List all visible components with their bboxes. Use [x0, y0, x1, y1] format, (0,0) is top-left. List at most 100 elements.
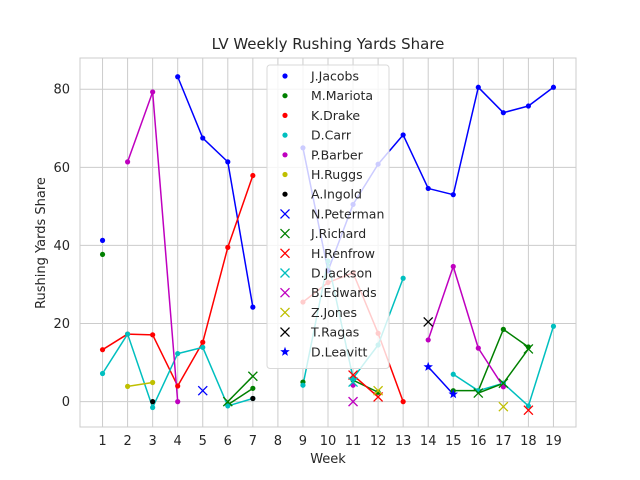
legend-marker-d-carr — [282, 132, 288, 138]
data-point-h-ruggs — [150, 379, 156, 386]
legend-label-d-carr: D.Carr — [311, 128, 352, 143]
data-point-j-jacobs — [500, 110, 506, 116]
series-line-k-drake — [151, 334, 179, 387]
y-tick-label: 60 — [53, 161, 70, 176]
data-point-k-drake — [225, 244, 231, 250]
data-point-j-jacobs — [175, 74, 181, 80]
data-point-j-jacobs — [225, 159, 231, 165]
data-point-j-richard — [222, 396, 233, 407]
data-point-m-mariota — [500, 326, 506, 332]
x-tick-label: 11 — [345, 434, 362, 449]
x-tick-label: 2 — [123, 434, 131, 449]
data-point-z-jones — [373, 385, 384, 396]
data-point-p-barber — [175, 399, 181, 405]
legend-label-n-peterman: N.Peterman — [311, 206, 384, 221]
data-point-d-carr — [150, 404, 156, 411]
x-tick-label: 13 — [395, 434, 412, 449]
data-point-p-barber — [425, 337, 431, 343]
data-point-p-barber — [124, 159, 131, 165]
data-point-d-carr — [550, 323, 557, 329]
x-tick-label: 3 — [149, 434, 157, 449]
series-lines — [101, 75, 555, 409]
series-line-p-barber — [452, 265, 480, 349]
data-point-p-barber — [450, 263, 456, 270]
x-tick-label: 6 — [224, 434, 232, 449]
legend-marker-b-edwards — [280, 287, 290, 298]
data-point-j-jacobs — [475, 84, 481, 90]
series-line-d-carr — [176, 346, 204, 355]
series-line-j-jacobs — [402, 134, 429, 190]
data-point-n-peterman — [197, 385, 208, 396]
data-point-j-jacobs — [200, 135, 206, 141]
data-point-m-mariota — [99, 251, 106, 258]
series-line-j-richard — [502, 348, 530, 385]
legend-marker-k-drake — [282, 112, 288, 118]
series-line-p-barber — [151, 91, 179, 403]
data-point-d-carr — [225, 403, 231, 409]
data-point-d-carr — [300, 382, 306, 388]
data-point-h-renfrow — [348, 370, 359, 381]
data-point-d-carr — [450, 371, 456, 377]
data-point-d-carr — [99, 370, 106, 377]
legend-marker-j-richard — [280, 228, 290, 239]
series-line-j-jacobs — [227, 161, 254, 308]
x-axis-label: Week — [310, 452, 346, 467]
y-tick-label: 20 — [53, 317, 70, 332]
series-line-p-barber — [427, 265, 455, 341]
data-point-d-leavitt — [423, 361, 433, 371]
legend-label-t-ragas: T.Ragas — [310, 325, 359, 340]
series-line-j-richard — [477, 382, 505, 394]
data-point-d-carr — [200, 344, 206, 350]
x-tick-label: 5 — [199, 434, 207, 449]
legend-label-k-drake: K.Drake — [311, 108, 360, 123]
data-point-d-carr — [525, 403, 532, 409]
series-line-j-jacobs — [201, 137, 229, 163]
data-point-d-carr — [124, 331, 131, 337]
series-line-m-mariota — [477, 328, 505, 392]
series-line-d-leavitt — [427, 366, 455, 395]
y-axis-label: Rushing Yards Share — [34, 177, 49, 309]
legend-marker-d-leavitt — [280, 346, 290, 356]
legend-marker-h-renfrow — [280, 248, 290, 259]
legend-marker-d-jackson — [280, 268, 290, 278]
series-line-d-carr — [126, 333, 154, 409]
data-point-m-mariota — [250, 385, 256, 391]
legend-marker-z-jones — [280, 307, 290, 318]
legend-label-h-renfrow: H.Renfrow — [311, 246, 375, 261]
series-line-p-barber — [126, 91, 154, 163]
x-tick-label: 12 — [370, 434, 387, 449]
legend-box — [266, 64, 390, 369]
series-line-d-carr — [527, 325, 555, 407]
y-tick-label: 80 — [53, 83, 70, 98]
legend: J.Jacobs M.Mariota K.Drake D.Carr P.Barber H.… — [266, 64, 390, 369]
series-line-k-drake — [227, 174, 254, 249]
x-tick-label: 9 — [299, 434, 307, 449]
series-line-j-jacobs — [477, 86, 505, 114]
legend-label-z-jones: Z.Jones — [311, 305, 357, 320]
data-point-j-richard — [247, 371, 258, 382]
x-tick-label: 17 — [495, 434, 512, 449]
data-point-j-jacobs — [400, 132, 406, 138]
series-line-m-mariota — [227, 387, 254, 406]
series-line-d-carr — [452, 373, 480, 392]
series-line-j-jacobs — [176, 75, 204, 139]
data-point-h-ruggs — [124, 383, 131, 389]
series-line-d-carr — [151, 352, 179, 409]
data-point-k-drake — [99, 347, 106, 353]
x-tick-label: 8 — [274, 434, 282, 449]
series-line-d-carr — [227, 397, 254, 407]
x-tick-label: 19 — [545, 434, 562, 449]
series-line-k-drake — [201, 246, 229, 344]
chart-title: LV Weekly Rushing Yards Share — [212, 35, 445, 53]
legend-label-d-leavitt: D.Leavitt — [311, 344, 367, 359]
x-tick-label: 15 — [445, 434, 462, 449]
data-point-m-mariota — [375, 389, 381, 395]
data-point-k-drake — [150, 332, 156, 338]
legend-label-j-richard: J.Richard — [310, 226, 366, 241]
legend-marker-j-jacobs — [282, 73, 288, 79]
series-line-k-drake — [101, 333, 129, 351]
series-line-j-jacobs — [527, 86, 555, 107]
data-point-z-jones — [498, 401, 509, 412]
data-point-j-richard — [473, 388, 484, 398]
